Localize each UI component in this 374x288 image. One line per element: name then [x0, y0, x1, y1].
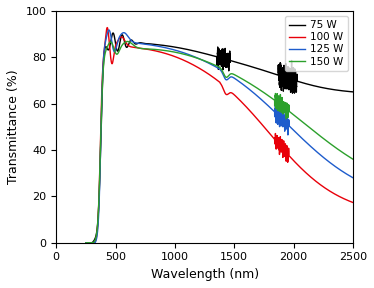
- 125 W: [107, 28, 111, 32]
- 150 W: [351, 158, 355, 161]
- 100 W: [132, 46, 137, 49]
- Y-axis label: Transmittance (%): Transmittance (%): [7, 69, 20, 184]
- 150 W: [257, 88, 262, 92]
- 75 W: [244, 63, 248, 67]
- 100 W: [283, 148, 288, 151]
- 100 W: [84, 241, 88, 245]
- 150 W: [84, 241, 88, 245]
- 150 W: [283, 104, 288, 107]
- 100 W: [303, 171, 308, 174]
- Line: 75 W: 75 W: [86, 33, 353, 243]
- 150 W: [186, 54, 190, 57]
- 100 W: [257, 120, 262, 124]
- 125 W: [244, 85, 248, 88]
- Line: 125 W: 125 W: [86, 30, 353, 243]
- 100 W: [186, 60, 190, 64]
- 75 W: [132, 41, 137, 45]
- 125 W: [257, 96, 262, 100]
- 125 W: [303, 140, 308, 143]
- 75 W: [351, 90, 355, 94]
- 125 W: [84, 241, 88, 245]
- 75 W: [186, 48, 190, 51]
- 150 W: [244, 79, 248, 83]
- X-axis label: Wavelength (nm): Wavelength (nm): [151, 268, 259, 281]
- 75 W: [303, 82, 308, 85]
- 75 W: [283, 85, 288, 88]
- 100 W: [244, 105, 248, 109]
- 125 W: [186, 52, 190, 56]
- Line: 150 W: 150 W: [86, 41, 353, 243]
- 100 W: [105, 26, 110, 29]
- Legend: 75 W, 100 W, 125 W, 150 W: 75 W, 100 W, 125 W, 150 W: [285, 16, 348, 71]
- 125 W: [283, 116, 288, 120]
- 125 W: [351, 176, 355, 179]
- Line: 100 W: 100 W: [86, 28, 353, 243]
- 75 W: [84, 241, 88, 245]
- 100 W: [351, 201, 355, 204]
- 75 W: [111, 31, 115, 35]
- 150 W: [125, 40, 130, 43]
- 150 W: [303, 123, 308, 126]
- 75 W: [257, 67, 262, 71]
- 125 W: [132, 41, 137, 44]
- 150 W: [132, 44, 137, 48]
